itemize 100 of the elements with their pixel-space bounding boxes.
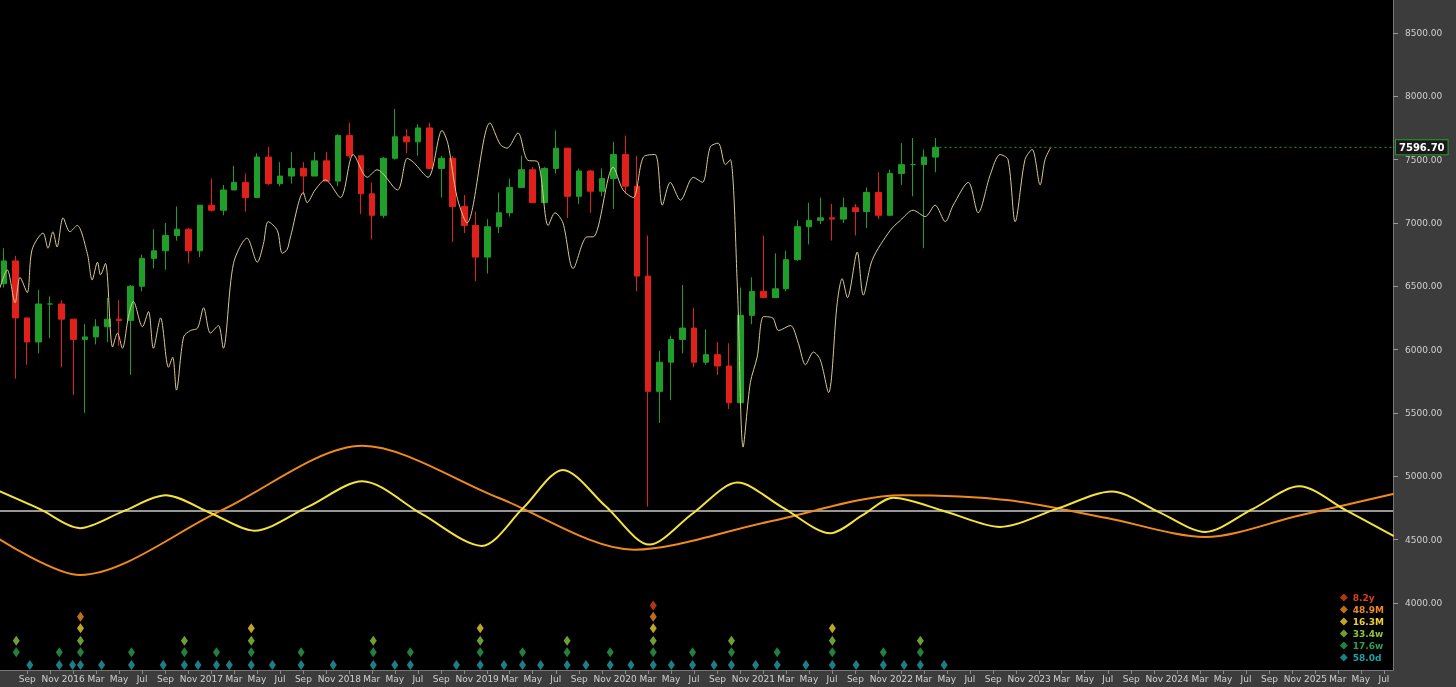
x-tick-label: May [1213, 673, 1233, 684]
candlestick [794, 219, 801, 262]
y-tick-label: 5500.00 [1405, 407, 1443, 418]
candlestick [12, 255, 19, 380]
candlestick [645, 235, 651, 508]
x-tick-label: Jul [135, 673, 148, 684]
candlestick [875, 171, 882, 220]
x-tick-label: Nov [1283, 673, 1302, 684]
candlestick [852, 203, 859, 237]
x-tick-label: May [385, 673, 405, 684]
candlestick [817, 197, 824, 225]
candlestick [496, 192, 502, 234]
x-tick-label: 2018 [338, 673, 362, 684]
candlestick [311, 151, 318, 177]
candlestick [185, 227, 192, 264]
x-tick-label: Nov [455, 673, 474, 684]
x-tick-label: 2023 [1027, 673, 1051, 684]
candlestick [24, 317, 30, 366]
x-tick-label: Nov [593, 673, 612, 684]
candlestick [634, 155, 640, 292]
candlestick [380, 156, 387, 219]
candlestick [576, 167, 582, 205]
x-tick-label: Jul [1377, 673, 1390, 684]
candlestick [403, 128, 410, 154]
x-tick-label: May [1351, 673, 1371, 684]
candlestick [898, 142, 905, 186]
x-tick-label: Nov [41, 673, 60, 684]
line-series [0, 468, 1394, 547]
candlestick [472, 211, 479, 282]
candlestick [668, 335, 674, 401]
x-tick-label: Mar [915, 673, 933, 684]
candlestick [242, 173, 249, 213]
candlestick [726, 342, 732, 410]
annotation: 7596.70 [1399, 141, 1445, 153]
candlestick [70, 318, 77, 396]
x-tick-label: Sep [570, 673, 588, 684]
candlestick [703, 328, 709, 366]
x-tick-label: Sep [294, 673, 313, 684]
x-tick-label: Jul [1239, 673, 1252, 684]
candlestick [116, 299, 122, 347]
x-tick-label: 2025 [1304, 673, 1327, 684]
candlestick [829, 203, 835, 242]
x-tick-label: Jul [1101, 673, 1114, 684]
candlestick [691, 307, 697, 368]
x-tick-label: Sep [157, 673, 175, 684]
x-tick-label: May [1075, 673, 1095, 684]
x-tick-label: Sep [18, 673, 36, 684]
candlestick [335, 133, 341, 187]
x-tick-label: Sep [846, 673, 865, 684]
x-tick-label: Jul [273, 673, 286, 684]
x-tick-label: Jul [687, 673, 700, 684]
x-tick-label: Mar [1329, 673, 1347, 684]
candlestick [622, 135, 629, 195]
legend-label: 48.9M [1352, 604, 1385, 615]
candlestick [254, 152, 260, 199]
candlestick [346, 122, 353, 159]
legend-label: 16.3M [1352, 616, 1385, 627]
x-tick-label: Sep [1260, 673, 1279, 684]
y-tick-label: 7500.00 [1405, 154, 1443, 165]
candlestick [426, 122, 433, 169]
line-series [0, 122, 1051, 448]
candlestick [392, 108, 398, 161]
y-tick-label: 8000.00 [1405, 91, 1443, 102]
candlestick [772, 252, 779, 299]
legend-label: 58.0d [1352, 652, 1382, 663]
x-tick-label: Nov [731, 673, 750, 684]
x-tick-label: Mar [225, 673, 243, 684]
candlestick [529, 166, 536, 204]
candlestick [553, 129, 559, 175]
x-tick-label: Sep [708, 673, 727, 684]
candlestick [369, 181, 375, 240]
x-tick-label: 2024 [1165, 673, 1189, 684]
candlestick [564, 147, 571, 219]
candlestick [208, 178, 215, 213]
candlestick [587, 169, 594, 214]
candlestick [47, 295, 53, 339]
y-tick-label: 5000.00 [1405, 471, 1443, 482]
y-tick-label: 8500.00 [1405, 27, 1443, 38]
x-tick-label: May [247, 673, 267, 684]
legend-label: 8.2y [1352, 592, 1375, 603]
candlestick [358, 155, 364, 215]
y-tick-label: 4500.00 [1405, 534, 1443, 545]
line-series [0, 444, 1394, 577]
candlestick [162, 222, 169, 271]
x-tick-label: Jul [549, 673, 562, 684]
candlestick [506, 178, 513, 218]
candlestick [438, 155, 445, 199]
x-tick-label: Mar [87, 673, 105, 684]
x-tick-label: 2022 [890, 673, 913, 684]
x-tick-label: May [109, 673, 129, 684]
x-tick-label: Nov [179, 673, 198, 684]
x-tick-label: Nov [317, 673, 336, 684]
candlestick [58, 299, 65, 368]
x-tick-label: Mar [363, 673, 381, 684]
candlestick [840, 197, 847, 224]
x-tick-label: Nov [1007, 673, 1026, 684]
candlestick [599, 167, 605, 197]
candlestick [714, 341, 721, 376]
candlestick [231, 165, 237, 191]
x-tick-label: Mar [777, 673, 795, 684]
